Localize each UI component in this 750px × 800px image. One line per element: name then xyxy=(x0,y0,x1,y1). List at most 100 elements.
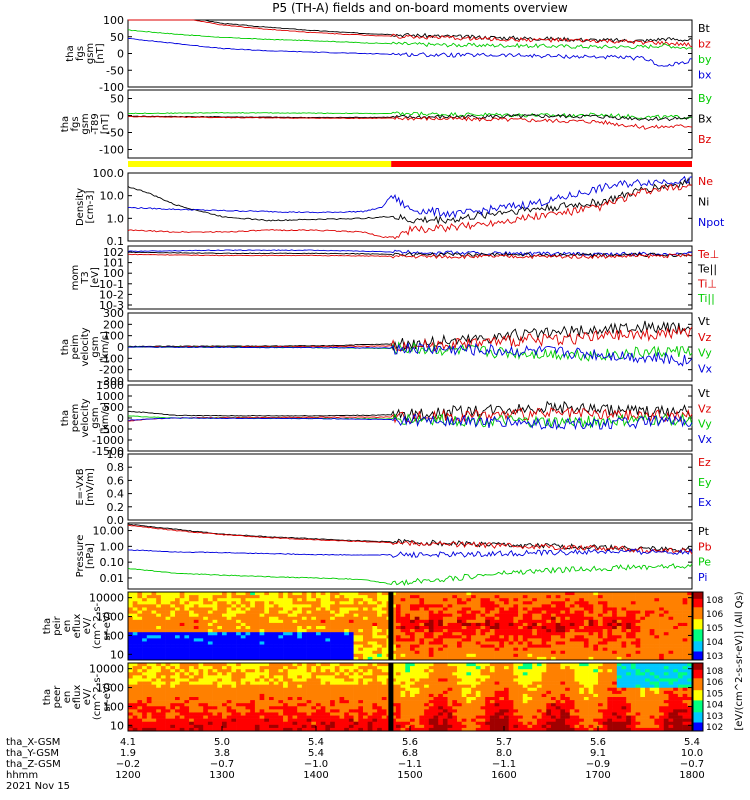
spectrogram-cell xyxy=(198,693,204,698)
spectrogram-cell xyxy=(475,656,481,661)
spectrogram-cell xyxy=(419,610,425,614)
spectrogram-cell xyxy=(283,629,289,633)
spectrogram-cell xyxy=(165,721,171,726)
spectrogram-cell xyxy=(193,700,199,704)
spectrogram-cell xyxy=(593,601,599,605)
spectrogram-cell xyxy=(179,619,185,624)
spectrogram-cell xyxy=(226,721,232,726)
spectrogram-cell xyxy=(264,687,270,692)
spectrogram-cell xyxy=(522,610,528,614)
spectrogram-cell xyxy=(546,601,552,605)
spectrogram-cell xyxy=(414,641,420,645)
spectrogram-cell xyxy=(363,613,368,618)
spectrogram-cell xyxy=(569,663,575,667)
spectrogram-cell xyxy=(457,721,462,726)
spectrogram-cell xyxy=(254,647,260,652)
spectrogram-cell xyxy=(306,724,312,729)
spectrogram-cell xyxy=(292,644,298,648)
spectrogram-cell xyxy=(240,641,246,645)
spectrogram-cell xyxy=(184,718,190,723)
spectrogram-cell xyxy=(259,647,265,652)
spectrogram-cell xyxy=(447,595,453,599)
spectrogram-cell xyxy=(254,641,260,645)
spectrogram-cell xyxy=(292,684,298,689)
spectrogram-cell xyxy=(466,638,472,642)
spectrogram-cell xyxy=(598,619,603,624)
spectrogram-cell xyxy=(165,678,171,682)
spectrogram-cell xyxy=(551,666,556,670)
spectrogram-cell xyxy=(442,598,448,602)
spectrogram-cell xyxy=(236,619,242,624)
series-line-Vy xyxy=(127,412,693,429)
spectrogram-cell xyxy=(170,626,176,630)
spectrogram-cell xyxy=(522,706,528,710)
spectrogram-cell xyxy=(198,666,204,670)
y-tick-label: 0.0 xyxy=(107,514,125,527)
spectrogram-cell xyxy=(659,653,665,658)
spectrogram-cell xyxy=(217,666,223,670)
spectrogram-cell xyxy=(668,635,674,639)
spectrogram-cell xyxy=(419,592,425,596)
spectrogram-cell xyxy=(527,653,533,658)
spectrogram-cell xyxy=(254,622,260,627)
spectrogram-cell xyxy=(518,656,524,661)
spectrogram-cell xyxy=(151,690,157,695)
spectrogram-cell xyxy=(607,647,613,652)
spectrogram-cell xyxy=(377,638,383,642)
spectrogram-cell xyxy=(367,709,373,713)
spectrogram-cell xyxy=(574,632,580,636)
spectrogram-cell xyxy=(527,678,533,682)
y-tick-label: -500 xyxy=(99,423,124,436)
spectrogram-cell xyxy=(475,616,481,621)
spectrogram-cell xyxy=(598,613,603,618)
spectrogram-cell xyxy=(306,693,312,698)
spectrogram-cell xyxy=(353,619,359,624)
spectrogram-cell xyxy=(391,613,397,618)
spectrogram-cell xyxy=(419,703,425,707)
spectrogram-cell xyxy=(527,601,533,605)
spectrogram-cell xyxy=(499,666,505,670)
spectrogram-cell xyxy=(372,718,378,723)
spectrogram-cell xyxy=(400,672,406,676)
spectrogram-cell xyxy=(504,635,509,639)
spectrogram-cell xyxy=(367,641,373,645)
spectrogram-cell xyxy=(259,712,265,716)
spectrogram-cell xyxy=(254,727,260,732)
spectrogram-cell xyxy=(555,656,561,661)
spectrogram-cell xyxy=(207,727,213,732)
spectrogram-cell xyxy=(649,629,655,633)
spectrogram-cell xyxy=(466,724,472,729)
spectrogram-cell xyxy=(428,687,434,692)
spectrogram-cell xyxy=(193,635,199,639)
spectrogram-cell xyxy=(461,656,467,661)
spectrogram-cell xyxy=(142,641,148,645)
spectrogram-cell xyxy=(236,709,242,713)
spectrogram-cell xyxy=(259,604,265,608)
spectrogram-cell xyxy=(475,644,481,648)
spectrogram-cell xyxy=(485,727,491,732)
spectrogram-cell xyxy=(560,635,566,639)
spectrogram-cell xyxy=(466,616,472,621)
spectrogram-cell xyxy=(668,619,674,624)
spectrogram-cell xyxy=(264,650,270,655)
spectrogram-cell xyxy=(184,619,190,624)
spectrogram-cell xyxy=(565,700,571,704)
spectrogram-cell xyxy=(560,669,566,673)
spectrogram-cell xyxy=(447,626,453,630)
spectrogram-cell xyxy=(400,700,406,704)
spectrogram-cell xyxy=(278,669,284,673)
spectrogram-cell xyxy=(489,653,495,658)
spectrogram-cell xyxy=(391,709,397,713)
spectrogram-cell xyxy=(583,626,589,630)
spectrogram-cell xyxy=(433,669,439,673)
spectrogram-cell xyxy=(146,715,152,719)
spectrogram-cell xyxy=(311,656,317,661)
spectrogram-cell xyxy=(292,727,298,732)
spectrogram-cell xyxy=(466,678,472,682)
spectrogram-cell xyxy=(160,635,166,639)
spectrogram-cell xyxy=(348,712,354,716)
spectrogram-cell xyxy=(508,687,514,692)
spectrogram-cell xyxy=(160,613,166,618)
spectrogram-cell xyxy=(551,629,556,633)
spectrogram-cell xyxy=(160,721,166,726)
